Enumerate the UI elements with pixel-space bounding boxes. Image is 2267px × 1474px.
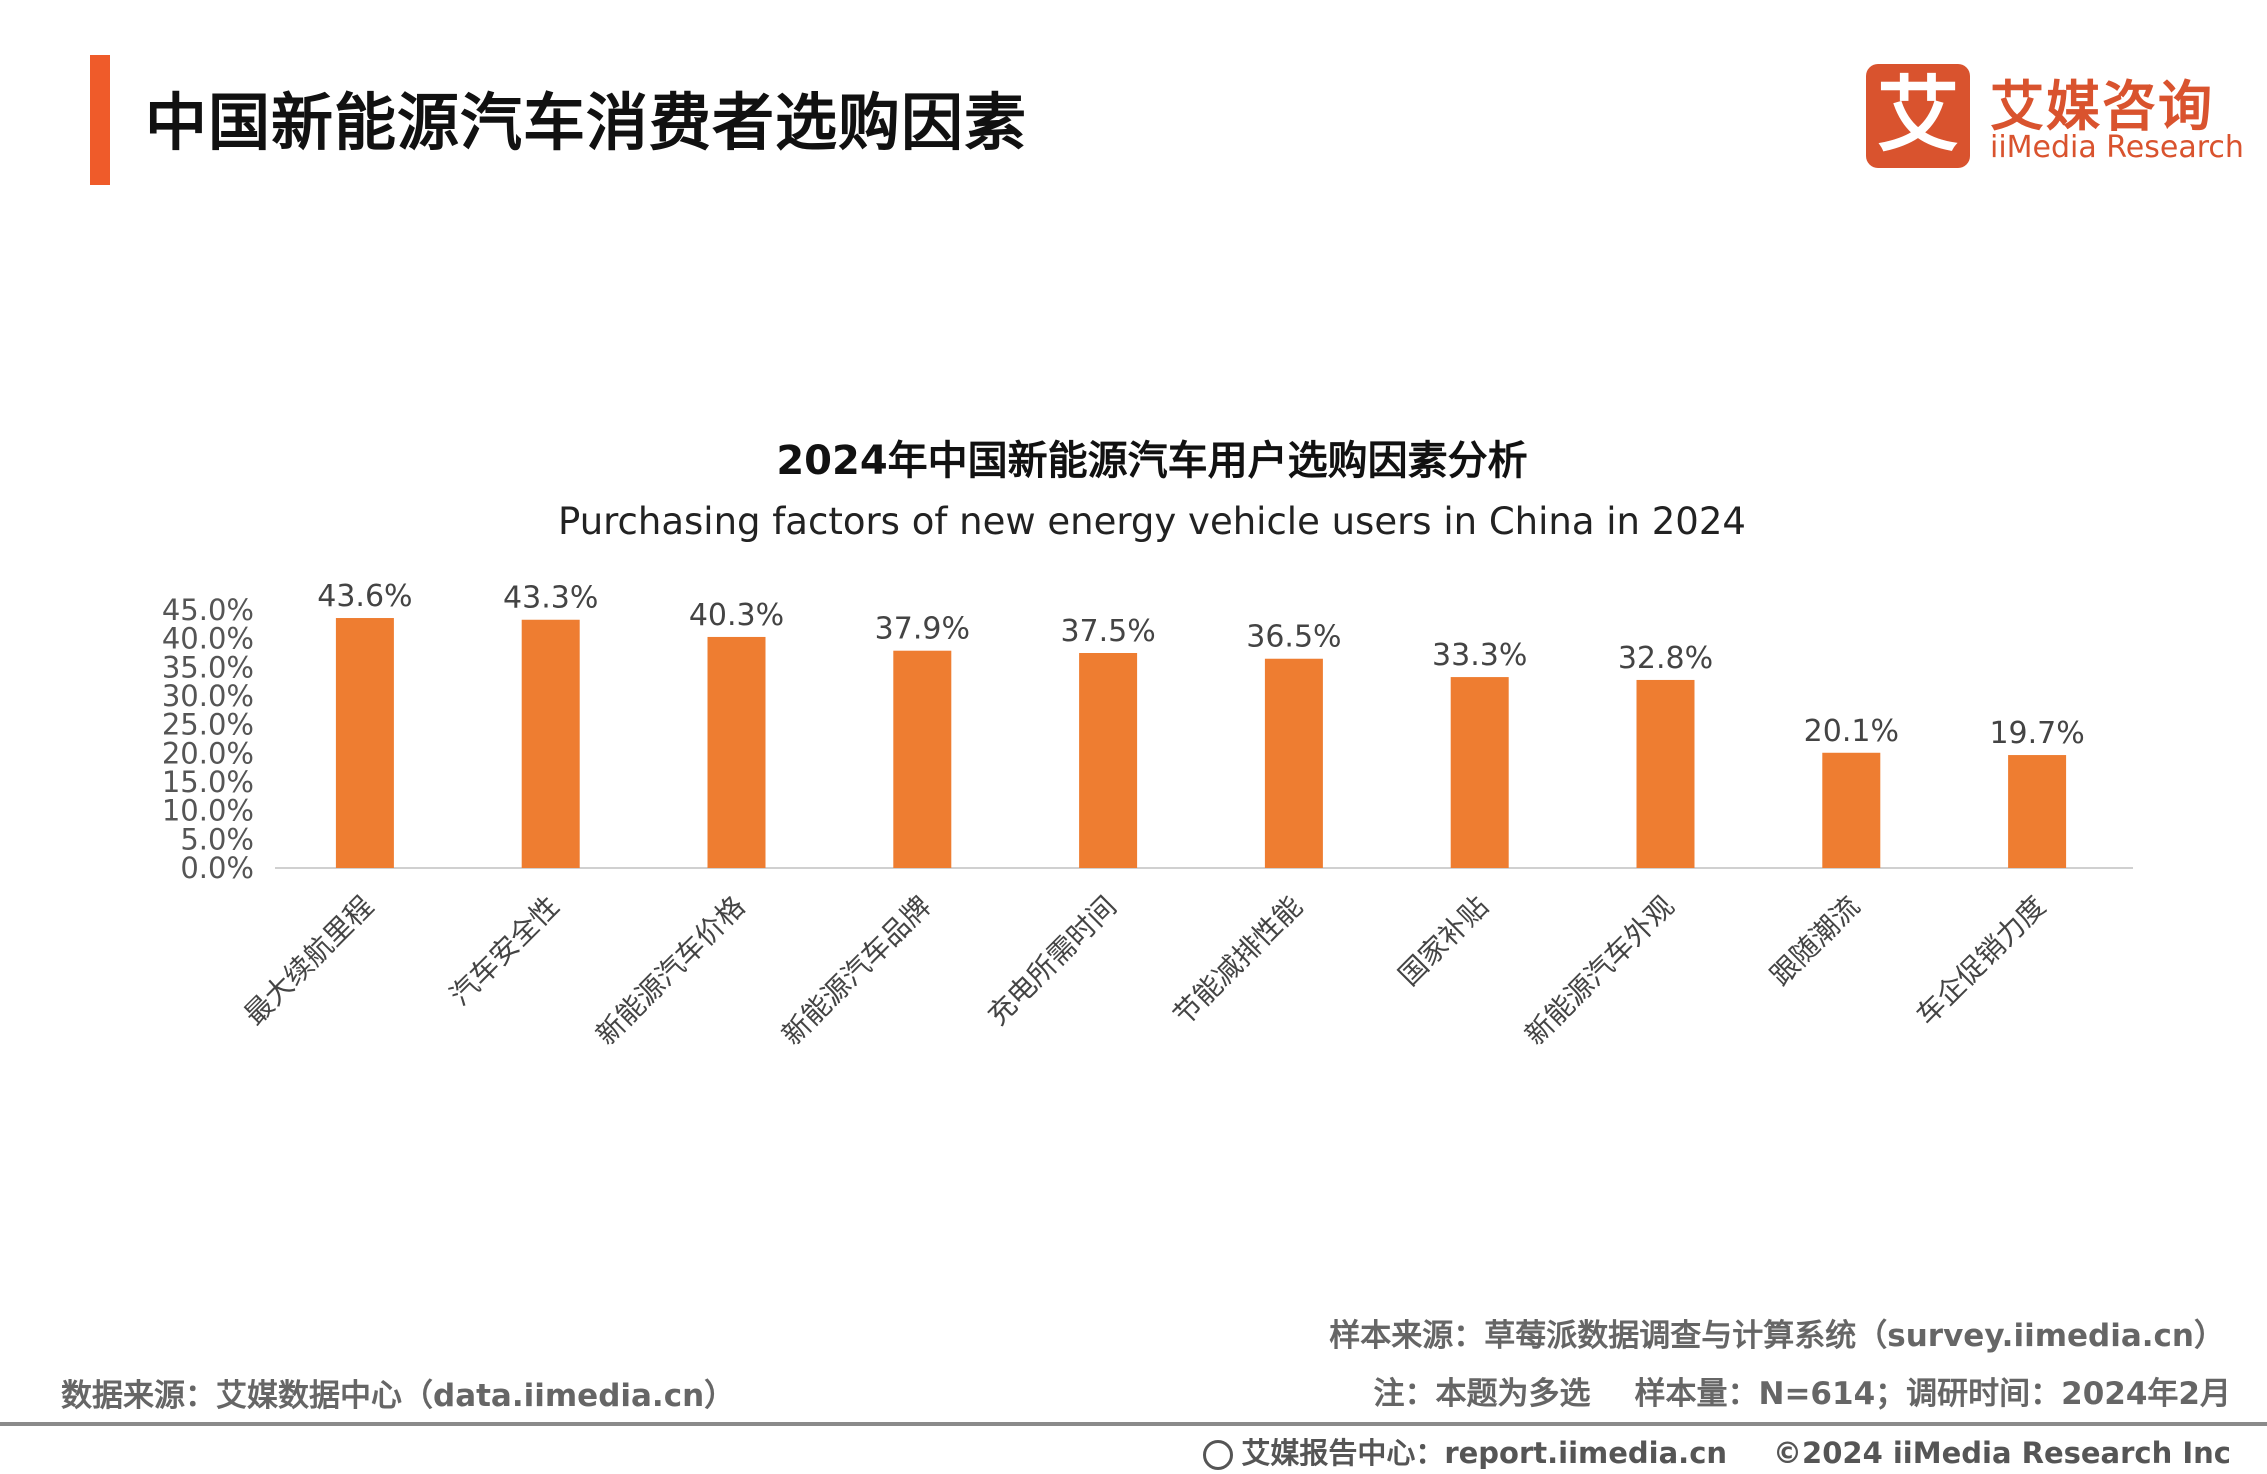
y-tick-label: 5.0%: [180, 822, 254, 856]
sample-info: 样本量：N=614；调研时间：2024年2月: [1634, 1376, 2231, 1412]
logo-en-text: iiMedia Research: [1990, 130, 2244, 165]
y-tick-label: 10.0%: [162, 794, 254, 828]
bar: [1450, 677, 1509, 868]
data-label: 37.9%: [875, 612, 970, 647]
bar: [2008, 755, 2067, 868]
data-label: 43.3%: [503, 581, 598, 616]
bar: [521, 619, 580, 868]
data-label: 33.3%: [1432, 638, 1527, 673]
logo-cn-text: 艾媒咨询: [1990, 75, 2214, 138]
iimedia-logo: 艾 艾媒咨询 iiMedia Research: [1866, 62, 2256, 170]
category-label: 节能减排性能: [1167, 890, 1309, 1032]
data-label: 43.6%: [317, 579, 412, 614]
category-label: 国家补贴: [1392, 890, 1495, 993]
data-label: 40.3%: [689, 598, 784, 633]
category-label: 跟随潮流: [1764, 890, 1867, 993]
y-tick-label: 30.0%: [162, 679, 254, 713]
data-label: 36.5%: [1246, 620, 1341, 655]
y-tick-label: 15.0%: [162, 765, 254, 799]
y-tick-label: 45.0%: [162, 593, 254, 627]
y-tick-label: 35.0%: [162, 650, 254, 684]
chart-subtitle: Purchasing factors of new energy vehicle…: [558, 500, 1746, 543]
copyright: ©2024 iiMedia Research Inc: [1773, 1436, 2231, 1470]
data-label: 37.5%: [1060, 614, 1155, 649]
page-title: 中国新能源汽车消费者选购因素: [145, 86, 1028, 159]
bar: [1264, 658, 1323, 868]
category-label: 充电所需时间: [981, 890, 1123, 1032]
data-label: 19.7%: [1989, 716, 2084, 751]
survey-note: 注：本题为多选 样本量：N=614；调研时间：2024年2月: [1374, 1368, 2231, 1413]
bar: [1079, 653, 1138, 868]
category-label: 新能源汽车外观: [1519, 890, 1681, 1052]
footer: 艾媒报告中心：report.iimedia.cn ©2024 iiMedia Re…: [1203, 1430, 2231, 1472]
bar: [335, 618, 394, 868]
y-tick-label: 25.0%: [162, 708, 254, 742]
category-label: 新能源汽车价格: [590, 890, 752, 1052]
y-tick-label: 0.0%: [180, 851, 254, 885]
data-source: 数据来源：艾媒数据中心（data.iimedia.cn）: [61, 1378, 736, 1414]
chart-title: 2024年中国新能源汽车用户选购因素分析: [776, 438, 1528, 484]
category-label: 车企促销力度: [1910, 890, 2052, 1032]
bar: [893, 650, 952, 868]
bar-chart: 0.0%5.0%10.0%15.0%20.0%25.0%30.0%35.0%40…: [162, 579, 2133, 1052]
data-label: 32.8%: [1618, 641, 1713, 676]
bar: [1822, 752, 1881, 868]
logo-mark: 艾: [1866, 64, 1970, 168]
footer-divider: [0, 1422, 2267, 1426]
bar: [1636, 679, 1695, 868]
category-label: 汽车安全性: [443, 890, 565, 1012]
sample-source: 样本来源：草莓派数据调查与计算系统（survey.iimedia.cn）: [1329, 1318, 2225, 1354]
report-center-link[interactable]: 艾媒报告中心：report.iimedia.cn: [1241, 1436, 1728, 1470]
title-accent-bar: [90, 55, 110, 185]
data-label: 20.1%: [1804, 714, 1899, 749]
bar: [707, 636, 766, 868]
category-label: 最大续航里程: [238, 890, 380, 1032]
y-tick-label: 40.0%: [162, 622, 254, 656]
y-tick-label: 20.0%: [162, 736, 254, 770]
globe-icon: [1203, 1440, 1234, 1470]
note-text: 注：本题为多选: [1373, 1376, 1591, 1412]
category-label: 新能源汽车品牌: [775, 890, 937, 1052]
